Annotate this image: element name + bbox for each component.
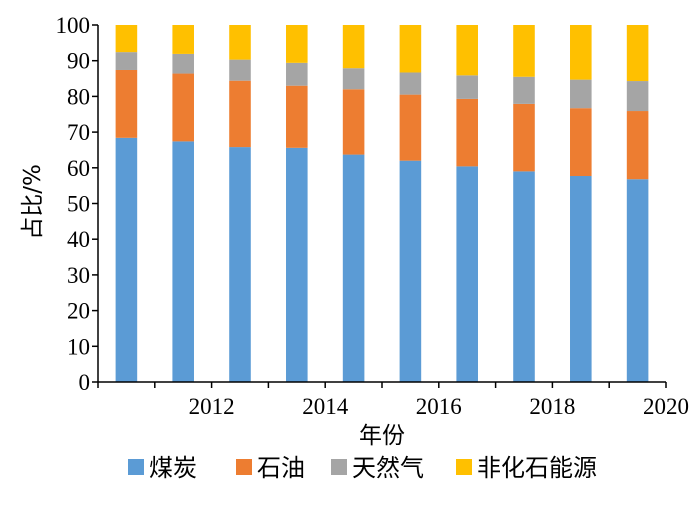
bar-2019-series-3 (570, 25, 592, 80)
legend-label-3: 非化石能源 (477, 454, 597, 482)
x-tick-label-2012: 2012 (189, 394, 235, 419)
bar-2015-series-3 (342, 25, 365, 69)
bar-2013-series-1 (229, 80, 251, 148)
bar-2020-series-0 (626, 179, 649, 382)
y-tick-label-50: 50 (67, 192, 90, 217)
bar-2013-series-2 (229, 59, 251, 81)
bar-2014-series-3 (286, 25, 308, 63)
bar-2016-series-3 (399, 25, 422, 73)
bar-2018-series-1 (513, 103, 535, 172)
bar-2017-series-0 (456, 166, 478, 382)
bar-2012-series-0 (172, 141, 194, 382)
y-tick-label-0: 0 (79, 370, 91, 395)
bar-2019-series-2 (570, 79, 592, 109)
bar-2020-series-3 (626, 25, 649, 82)
y-tick-label-30: 30 (67, 263, 90, 288)
bar-2014-series-0 (286, 147, 308, 382)
y-tick-label-20: 20 (67, 299, 90, 324)
legend-swatch-0 (128, 459, 144, 475)
x-axis-title: 年份 (359, 423, 405, 449)
legend-label-0: 煤炭 (149, 454, 197, 482)
bar-2014-series-1 (286, 85, 308, 148)
legend: 煤炭 石油 天然气 非化石能源 (128, 454, 597, 482)
bar-2014-series-2 (286, 62, 308, 86)
bar-2020-series-2 (626, 81, 649, 112)
x-tick-label-2020: 2020 (643, 394, 689, 419)
y-tick-label-90: 90 (67, 49, 90, 74)
bar-2011-series-1 (115, 69, 138, 138)
bar-2018-series-0 (513, 171, 535, 382)
bar-2011-series-3 (115, 25, 138, 53)
bar-2012-series-2 (172, 53, 194, 74)
x-tick-label-2016: 2016 (416, 394, 462, 419)
bar-2015-series-2 (342, 68, 365, 90)
bar-2019-series-1 (570, 108, 592, 177)
bar-2015-series-0 (342, 154, 365, 382)
bar-2017-series-1 (456, 98, 478, 167)
bar-2011-series-2 (115, 52, 138, 70)
bar-2013-series-0 (229, 147, 251, 382)
y-tick-label-60: 60 (67, 156, 90, 181)
bar-2012-series-3 (172, 25, 194, 54)
bar-2015-series-1 (342, 89, 365, 155)
bar-2011-series-0 (115, 137, 138, 382)
y-axis-title: 占比/% (20, 164, 46, 240)
legend-swatch-2 (331, 459, 347, 475)
bar-2017-series-2 (456, 75, 478, 99)
y-tick-label-10: 10 (67, 334, 90, 359)
legend-swatch-1 (236, 459, 252, 475)
y-tick-label-100: 100 (56, 13, 91, 38)
x-tick-label-2018: 2018 (529, 394, 575, 419)
y-ticks-group: 0 10 20 30 40 50 60 70 80 90 100 (56, 13, 98, 395)
bar-2016-series-2 (399, 72, 422, 95)
y-tick-label-70: 70 (67, 120, 90, 145)
bar-2013-series-3 (229, 25, 251, 60)
y-tick-label-80: 80 (67, 84, 90, 109)
bar-2018-series-2 (513, 76, 535, 104)
x-tick-label-2014: 2014 (302, 394, 349, 419)
bar-2020-series-1 (626, 111, 649, 180)
legend-label-2: 天然气 (352, 454, 424, 482)
bar-2016-series-0 (399, 160, 422, 382)
legend-swatch-3 (456, 459, 472, 475)
bar-2012-series-1 (172, 73, 194, 142)
bar-2016-series-1 (399, 94, 422, 161)
bar-2018-series-3 (513, 25, 535, 77)
legend-label-1: 石油 (257, 454, 305, 482)
y-tick-label-40: 40 (67, 227, 90, 252)
bars-group (115, 25, 649, 382)
bar-2017-series-3 (456, 25, 478, 76)
x-ticks-group: 2012 2014 2016 2018 2020 (97, 382, 689, 419)
bar-2019-series-0 (570, 176, 592, 382)
